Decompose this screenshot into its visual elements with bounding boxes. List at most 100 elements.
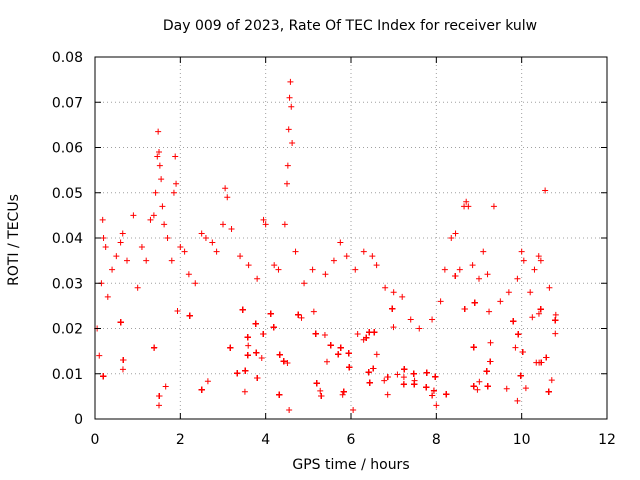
data-point (258, 355, 265, 362)
data-point (301, 280, 308, 287)
data-point (155, 128, 162, 135)
data-point (271, 262, 278, 269)
data-point (102, 244, 109, 251)
data-point (151, 344, 158, 351)
data-point (289, 139, 296, 146)
data-point (198, 230, 205, 237)
data-point (452, 272, 459, 279)
y-tick-label: 0.02 (52, 322, 83, 338)
data-point (150, 212, 157, 219)
data-point (519, 348, 526, 355)
data-point (267, 310, 274, 317)
data-point (423, 384, 430, 391)
data-point (323, 358, 330, 365)
data-point (480, 248, 487, 255)
data-point (298, 314, 305, 321)
data-point (484, 271, 491, 278)
data-point (343, 253, 350, 260)
data-point (337, 239, 344, 246)
data-point (542, 187, 549, 194)
data-point (186, 312, 193, 319)
data-point (156, 162, 163, 169)
data-point (252, 320, 259, 327)
data-point (242, 367, 249, 374)
data-point (437, 298, 444, 305)
x-tick-label: 8 (432, 432, 441, 448)
data-point (96, 352, 103, 359)
y-tick-label: 0.07 (52, 95, 83, 111)
data-point (381, 377, 388, 384)
data-point (237, 253, 244, 260)
data-point (220, 221, 226, 228)
data-point (430, 387, 437, 394)
x-axis-label: GPS time / hours (292, 457, 410, 473)
data-point (335, 351, 342, 358)
data-point (309, 266, 316, 273)
data-point (198, 386, 205, 393)
data-point (313, 380, 320, 387)
data-point (461, 305, 468, 312)
data-points (94, 78, 559, 413)
data-point (244, 334, 251, 341)
data-point (241, 388, 248, 395)
y-tick-label: 0.06 (52, 141, 83, 157)
data-point (471, 299, 478, 306)
data-point (109, 266, 116, 273)
data-point (543, 354, 550, 361)
data-point (456, 266, 463, 273)
data-point (400, 374, 407, 381)
data-point (512, 344, 519, 351)
data-point (113, 253, 120, 260)
data-point (416, 325, 423, 332)
data-point (281, 221, 288, 228)
data-point (410, 370, 417, 377)
data-point (487, 358, 494, 365)
data-point (292, 248, 299, 255)
data-point (548, 377, 555, 384)
data-point (177, 244, 184, 251)
data-point (100, 235, 107, 241)
data-point (360, 248, 367, 255)
data-point (429, 316, 436, 323)
data-point (384, 373, 391, 380)
data-point (286, 94, 293, 101)
data-point (117, 319, 124, 326)
data-point (228, 225, 235, 232)
data-point (168, 257, 175, 264)
axis-ticks: 0 2 4 6 8 10 12 0 0.01 0.02 0.03 0.04 0.05 0.06 0.07 0.… (52, 50, 616, 448)
data-point (401, 366, 408, 373)
data-point (213, 248, 220, 255)
data-point (143, 257, 150, 264)
data-point (503, 385, 510, 392)
data-point (505, 289, 512, 296)
data-point (443, 391, 450, 398)
data-point (227, 344, 234, 351)
data-point (531, 266, 538, 273)
data-point (429, 392, 436, 399)
x-tick-label: 10 (513, 432, 531, 448)
data-point (486, 308, 493, 315)
data-point (371, 329, 378, 336)
data-point (389, 305, 396, 312)
data-point (407, 316, 414, 323)
data-point (245, 262, 252, 269)
data-point (222, 185, 229, 192)
data-point (262, 221, 269, 228)
data-point (476, 275, 482, 282)
data-point (254, 375, 261, 382)
data-point (484, 383, 491, 390)
data-point (423, 369, 430, 376)
data-point (433, 402, 440, 409)
data-point (156, 392, 163, 399)
data-point (164, 235, 171, 241)
data-point (552, 330, 559, 337)
data-point (537, 257, 544, 264)
data-point (117, 239, 124, 246)
data-point (284, 360, 291, 367)
y-tick-label: 0.08 (52, 50, 83, 66)
data-point (159, 203, 166, 210)
data-point (119, 230, 126, 237)
data-point (497, 298, 504, 305)
data-point (276, 351, 283, 358)
data-point (99, 216, 106, 223)
